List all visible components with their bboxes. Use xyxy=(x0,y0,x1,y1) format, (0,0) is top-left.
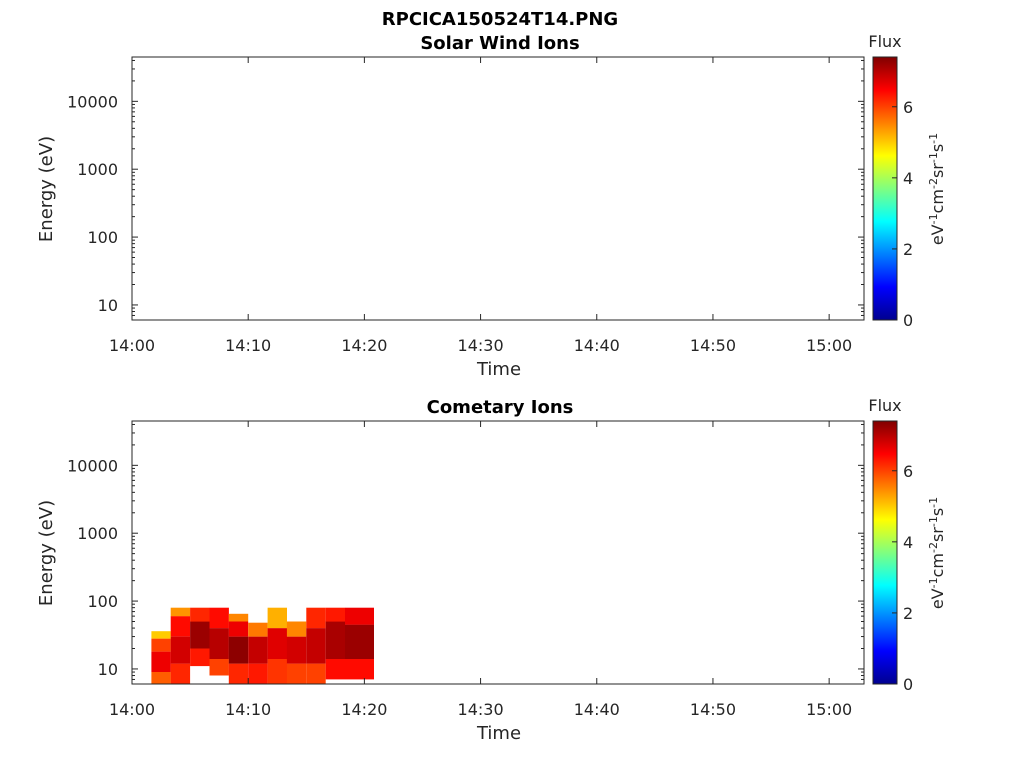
heatmap-cells xyxy=(151,607,374,684)
colorbar-gradient xyxy=(872,56,898,321)
heatmap-cell xyxy=(151,651,171,672)
y-tick-label: 1000 xyxy=(77,160,118,179)
x-ticks: 14:00 14:10 14:20 14:30 14:40 14:50 15:00 xyxy=(109,421,852,719)
heatmap-cell xyxy=(306,607,326,629)
x-tick-label: 15:00 xyxy=(806,700,852,719)
heatmap-cell xyxy=(306,628,326,664)
y-tick-label: 100 xyxy=(87,228,118,247)
x-tick-label: 14:20 xyxy=(341,336,387,355)
colorbar-tick-label: 0 xyxy=(903,675,913,694)
colorbar-tick-label: 2 xyxy=(903,240,913,259)
heatmap-cell xyxy=(248,636,268,664)
x-tick-label: 14:30 xyxy=(458,336,504,355)
x-ticks: 14:00 14:10 14:20 14:30 14:40 14:50 15:00 xyxy=(109,57,852,355)
x-axis-label: Time xyxy=(476,723,521,744)
heatmap-cell xyxy=(267,628,287,659)
colorbar-tick-label: 4 xyxy=(903,533,913,552)
heatmap-cell xyxy=(151,631,171,639)
y-tick-label: 10 xyxy=(98,660,118,679)
x-tick-label: 14:00 xyxy=(109,336,155,355)
heatmap-cell xyxy=(228,621,249,637)
y-ticks: 10 100 1000 10000 xyxy=(67,423,864,685)
x-axis-label: Time xyxy=(476,359,521,380)
heatmap-cell xyxy=(190,607,210,622)
heatmap-cell xyxy=(267,607,287,629)
y-axis-label: Energy (eV) xyxy=(36,136,57,242)
solar-wind-panel: Solar Wind Ions Time Energy (eV) 14:00 14… xyxy=(36,32,947,380)
colorbar-tick-label: 6 xyxy=(903,462,913,481)
heatmap-cell xyxy=(248,663,268,684)
heatmap-cell xyxy=(170,636,191,664)
colorbar-tick-label: 0 xyxy=(903,311,913,330)
colorbar-unit: eV-1cm-2sr-1s-1 xyxy=(927,133,948,245)
y-tick-label: 1000 xyxy=(77,524,118,543)
panel-title: Solar Wind Ions xyxy=(420,33,579,54)
heatmap-cell xyxy=(170,607,191,617)
x-tick-label: 14:00 xyxy=(109,700,155,719)
heatmap-cell xyxy=(151,672,171,684)
heatmap-cell xyxy=(151,638,171,652)
colorbar-tick-label: 6 xyxy=(903,98,913,117)
colorbar-title: Flux xyxy=(868,32,901,51)
heatmap-cell xyxy=(248,622,268,637)
colorbar-ticks: 0 2 4 6 xyxy=(892,98,913,330)
y-tick-label: 10 xyxy=(98,296,118,315)
heatmap-cell xyxy=(306,663,326,684)
heatmap-cell xyxy=(228,636,249,664)
colorbar-title: Flux xyxy=(868,396,901,415)
x-tick-label: 14:50 xyxy=(690,336,736,355)
heatmap-cell xyxy=(286,621,307,637)
colorbar-gradient xyxy=(872,420,898,685)
heatmap-cell xyxy=(190,621,210,649)
heatmap-cell xyxy=(286,663,307,684)
heatmap-cell xyxy=(209,607,229,629)
heatmap-cell xyxy=(345,607,374,625)
heatmap-cell xyxy=(170,616,191,637)
colorbar-tick-label: 2 xyxy=(903,604,913,623)
heatmap-cell xyxy=(209,659,229,676)
x-tick-label: 14:10 xyxy=(225,336,271,355)
heatmap-cell xyxy=(325,621,346,659)
colorbar: Flux 0 2 4 6 eV-1cm-2sr-1s-1 xyxy=(868,32,947,330)
x-tick-label: 14:20 xyxy=(341,700,387,719)
y-tick-label: 10000 xyxy=(67,92,118,111)
x-tick-label: 14:10 xyxy=(225,700,271,719)
colorbar-unit: eV-1cm-2sr-1s-1 xyxy=(927,497,948,609)
heatmap-cell xyxy=(209,628,229,659)
y-axis-label: Energy (eV) xyxy=(36,500,57,606)
x-tick-label: 14:40 xyxy=(574,700,620,719)
y-tick-label: 10000 xyxy=(67,456,118,475)
cometary-panel: Cometary Ions Time Energy (eV) 14:00 14:1… xyxy=(36,396,947,744)
panel-title: Cometary Ions xyxy=(427,397,574,418)
heatmap-cell xyxy=(345,659,374,680)
heatmap-cell xyxy=(267,659,287,684)
colorbar: Flux 0 2 4 6 eV-1cm-2sr-1s-1 xyxy=(868,396,947,694)
heatmap-cell xyxy=(325,659,346,680)
plot-frame xyxy=(131,56,865,321)
y-tick-label: 100 xyxy=(87,592,118,611)
x-tick-label: 14:40 xyxy=(574,336,620,355)
y-ticks: 10 100 1000 10000 xyxy=(67,59,864,321)
colorbar-ticks: 0 2 4 6 xyxy=(892,462,913,694)
colorbar-tick-label: 4 xyxy=(903,169,913,188)
heatmap-cell xyxy=(228,613,249,622)
heatmap-cell xyxy=(345,624,374,659)
heatmap-cell xyxy=(325,607,346,622)
plot-frame xyxy=(131,420,865,685)
heatmap-cell xyxy=(190,648,210,667)
heatmap-cell xyxy=(286,636,307,664)
heatmap-cell xyxy=(170,663,191,684)
x-tick-label: 15:00 xyxy=(806,336,852,355)
heatmap-cell xyxy=(228,663,249,684)
figure-title: RPCICA150524T14.PNG xyxy=(382,9,618,30)
x-tick-label: 14:50 xyxy=(690,700,736,719)
x-tick-label: 14:30 xyxy=(458,700,504,719)
